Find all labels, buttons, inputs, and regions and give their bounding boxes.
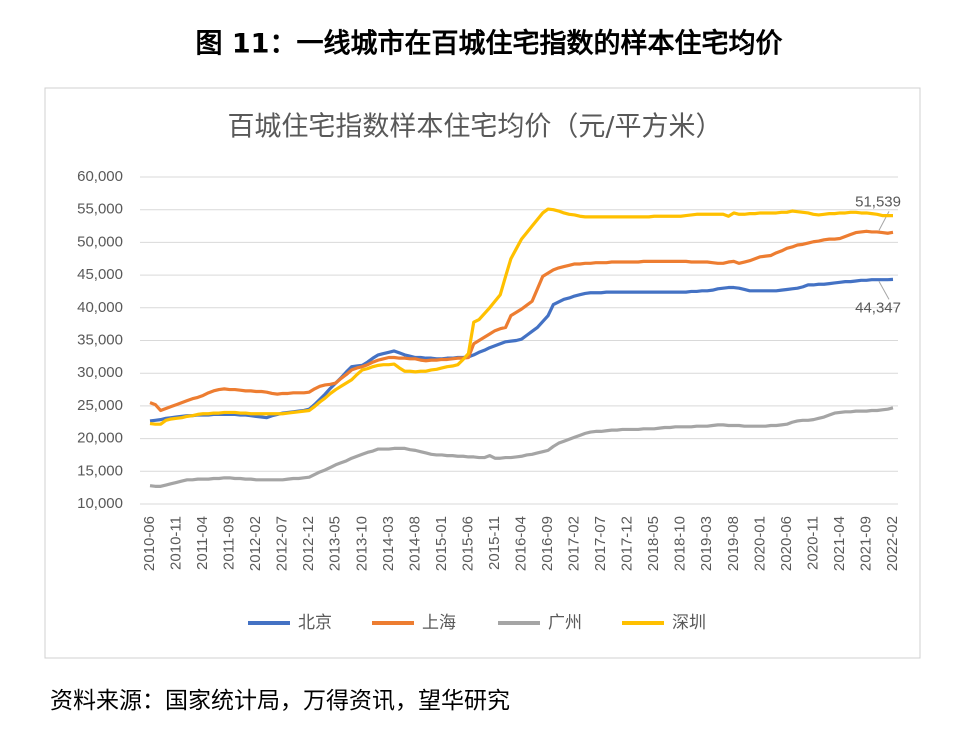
x-tick-label: 2021-09: [857, 516, 874, 571]
x-tick-label: 2013-10: [353, 516, 370, 571]
y-tick-label: 30,000: [77, 364, 123, 381]
y-tick-label: 60,000: [77, 168, 123, 185]
x-tick-label: 2015-11: [486, 516, 503, 570]
y-tick-label: 40,000: [77, 299, 123, 316]
y-tick-label: 20,000: [77, 430, 123, 447]
source-note: 资料来源：国家统计局，万得资讯，望华研究: [50, 688, 510, 714]
y-tick-label: 25,000: [77, 397, 123, 414]
x-tick-label: 2011-04: [194, 516, 211, 570]
x-tick-label: 2010-06: [141, 516, 158, 571]
legend-label: 广州: [548, 613, 582, 633]
legend-label: 上海: [422, 613, 456, 633]
x-tick-label: 2014-08: [406, 516, 423, 571]
x-tick-label: 2010-11: [168, 516, 185, 570]
series-line: [149, 229, 894, 413]
x-tick-label: 2015-01: [433, 516, 450, 571]
x-tick-label: 2012-02: [247, 516, 264, 571]
page-title: 图 11：一线城市在百城住宅指数的样本住宅均价: [196, 28, 784, 60]
data-label: 44,347: [855, 299, 901, 316]
x-tick-label: 2012-07: [274, 516, 291, 571]
x-tick-label: 2020-11: [804, 516, 821, 570]
x-tick-label: 2019-03: [698, 516, 715, 571]
y-tick-label: 55,000: [77, 201, 123, 218]
x-tick-label: 2016-09: [539, 516, 556, 571]
x-tick-label: 2015-06: [459, 516, 476, 571]
x-tick-label: 2016-04: [512, 516, 529, 571]
x-tick-label: 2012-12: [300, 516, 317, 571]
y-tick-label: 35,000: [77, 331, 123, 348]
y-tick-label: 45,000: [77, 266, 123, 283]
x-tick-label: 2020-06: [778, 516, 795, 571]
legend-label: 深圳: [672, 613, 706, 633]
y-tick-label: 50,000: [77, 233, 123, 250]
x-tick-label: 2017-12: [619, 516, 636, 571]
x-tick-label: 2021-04: [831, 516, 848, 571]
x-tick-label: 2020-01: [751, 516, 768, 571]
series-line: [149, 406, 894, 488]
y-tick-label: 15,000: [77, 462, 123, 479]
label-leader: [878, 281, 890, 300]
x-tick-label: 2013-05: [327, 516, 344, 571]
legend-label: 北京: [298, 613, 332, 633]
x-tick-label: 2018-10: [672, 516, 689, 571]
x-tick-label: 2018-05: [645, 516, 662, 571]
chart-title: 百城住宅指数样本住宅均价（元/平方米）: [227, 112, 722, 143]
y-tick-label: 10,000: [77, 495, 123, 512]
x-tick-label: 2014-03: [380, 516, 397, 571]
x-tick-label: 2022-02: [884, 516, 901, 571]
x-tick-label: 2011-09: [221, 516, 238, 570]
x-tick-label: 2019-08: [725, 516, 742, 571]
series-line: [149, 207, 893, 426]
data-label: 51,539: [855, 193, 901, 210]
x-tick-label: 2017-07: [592, 516, 609, 571]
x-tick-label: 2017-02: [566, 516, 583, 571]
